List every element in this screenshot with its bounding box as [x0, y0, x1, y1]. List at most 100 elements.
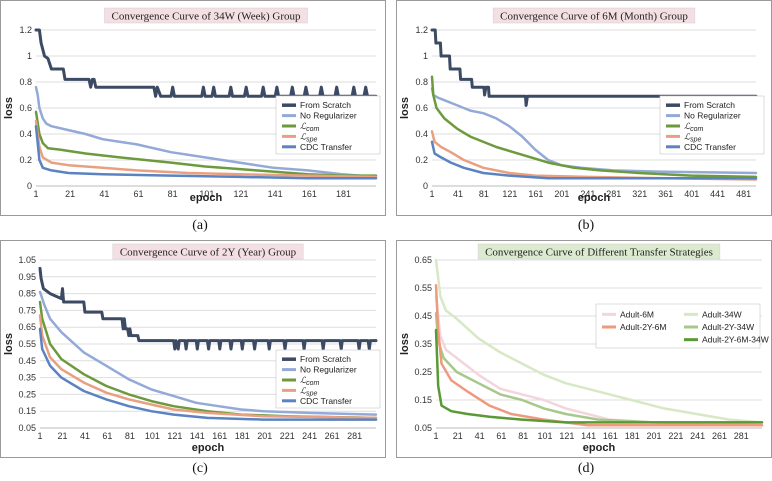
- legend-label-from-scratch: From Scratch: [300, 354, 351, 364]
- x-tick-label: 41: [99, 189, 109, 199]
- chart-d-svg: 0.050.150.250.350.450.550.651 21 41 61 81 101…: [396, 240, 772, 458]
- chart-title: Convergence Curve of 34W (Week) Group: [111, 11, 301, 23]
- x-tick-label: 1: [429, 189, 434, 199]
- y-tick-label: 0: [27, 181, 32, 191]
- y-tick-label: 0.05: [414, 423, 432, 433]
- series-line-cdc-transfer: [38, 327, 378, 421]
- series-line-no-regularizer: [38, 290, 378, 416]
- chart-c-svg: 0.05 0.15 0.25 0.35 0.45 0.55 0.65 0.75 0.85 0.95…: [0, 240, 386, 458]
- legend-label-l-spe: ℒspe: [684, 132, 702, 143]
- y-tick-label: 0.6: [19, 103, 32, 113]
- x-tick-label: 81: [479, 189, 489, 199]
- x-tick-label: 361: [658, 189, 673, 199]
- legend-label-no-regularizer: No Regularizer: [300, 365, 357, 375]
- x-tick-label: 101: [199, 189, 214, 199]
- chart-title-group: Convergence Curve of 34W (Week) Group: [104, 7, 308, 24]
- legend-label-from-scratch: From Scratch: [684, 100, 735, 110]
- series-line-adult-2y-34w: [434, 311, 764, 424]
- x-tick-label: 161: [528, 189, 543, 199]
- x-tick-label: 141: [581, 431, 596, 441]
- y-tick-label: 0.8: [19, 77, 32, 87]
- x-tick-label: 41: [475, 431, 485, 441]
- x-tick-label: 101: [145, 431, 160, 441]
- legend-label-l-com: ℒcom: [300, 122, 320, 133]
- legend-label-l-com: ℒcom: [684, 122, 704, 133]
- legend-label-adult-2y-34w: Adult-2Y-34W: [702, 322, 754, 332]
- x-tick-label: 241: [690, 431, 705, 441]
- series-line-l-spe: [34, 119, 378, 179]
- x-tick-label: 161: [603, 431, 618, 441]
- legend-label-adult-34w: Adult-34W: [702, 309, 742, 319]
- series-line-from-scratch: [430, 28, 758, 107]
- series-line-from-scratch: [38, 266, 378, 351]
- chart-title-background: [104, 7, 308, 24]
- y-tick-label: 0.85: [18, 289, 36, 299]
- series-line-l-spe: [38, 314, 378, 420]
- x-tick-label: 221: [668, 431, 683, 441]
- y-tick-label: 1: [423, 51, 428, 61]
- x-tick-label: 181: [235, 431, 250, 441]
- x-tick-label: 61: [102, 431, 112, 441]
- chart-panel-b: 0 0.2 0.4 0.6 0.8 1 1.2 1 41 81 121 161 201 241 281 321…: [396, 0, 772, 216]
- x-tick-label: 1: [33, 189, 38, 199]
- y-tick-label: 0.6: [415, 103, 428, 113]
- panel-border: [0, 240, 386, 458]
- chart-title-background: [112, 243, 304, 260]
- series-line-l-com: [430, 75, 758, 179]
- x-tick-label: 121: [559, 431, 574, 441]
- legend-label-from-scratch: From Scratch: [300, 100, 351, 110]
- x-tick-label: 81: [518, 431, 528, 441]
- series-line-adult-2y-6m-34w: [434, 328, 764, 424]
- x-tick-label: 141: [268, 189, 283, 199]
- chart-title-background: [492, 7, 696, 24]
- x-axis-label: epoch: [583, 442, 616, 454]
- chart-panel-d: 0.05 0.15 0.25 0.35 0.45 0.55 0.65 1 21 41 61 81 101…: [396, 240, 772, 458]
- x-tick-label: 281: [606, 189, 621, 199]
- x-tick-label: 481: [736, 189, 751, 199]
- series-line-no-regularizer: [34, 85, 378, 179]
- caption-c: (c): [192, 461, 208, 476]
- legend-label-adult-2y-6m-34w: Adult-2Y-6M-34W: [702, 335, 769, 345]
- x-tick-label: 101: [538, 431, 553, 441]
- legend-label-adult-6m: Adult-6M: [620, 309, 654, 319]
- series-line-l-com: [34, 110, 378, 177]
- y-axis-label: loss: [399, 97, 411, 119]
- y-tick-label: 0.25: [18, 389, 36, 399]
- x-tick-label: 201: [647, 431, 662, 441]
- y-axis-label: loss: [3, 333, 15, 355]
- y-tick-label: 0.65: [414, 255, 432, 265]
- legend-label-cdc-transfer: CDC Transfer: [300, 142, 352, 152]
- chart-title-group: Convergence Curve of 2Y (Year) Group: [112, 243, 304, 260]
- x-tick-label: 61: [496, 431, 506, 441]
- x-tick-label: 161: [302, 189, 317, 199]
- y-tick-label: 0.2: [415, 155, 428, 165]
- x-tick-label: 81: [168, 189, 178, 199]
- y-tick-label: 1.05: [18, 255, 36, 265]
- y-tick-label: 0.35: [414, 339, 432, 349]
- series-line-cdc-transfer: [34, 124, 378, 180]
- series-line-cdc-transfer: [430, 140, 758, 180]
- x-tick-label: 161: [212, 431, 227, 441]
- x-tick-label: 1: [433, 431, 438, 441]
- y-tick-label: 1: [27, 51, 32, 61]
- chart-title-group: Convergence Curve of Different Transfer …: [477, 243, 721, 260]
- x-tick-label: 261: [325, 431, 340, 441]
- y-tick-label: 0.55: [18, 339, 36, 349]
- chart-title: Convergence Curve of Different Transfer …: [485, 247, 713, 259]
- caption-a: (a): [192, 218, 208, 233]
- legend-label-no-regularizer: No Regularizer: [684, 111, 741, 121]
- y-tick-label: 0.15: [414, 395, 432, 405]
- caption-b: (b): [577, 218, 595, 233]
- x-tick-label: 21: [57, 431, 67, 441]
- y-tick-label: 0.4: [19, 129, 32, 139]
- y-tick-label: 0.8: [415, 77, 428, 87]
- x-tick-label: 241: [302, 431, 317, 441]
- x-tick-label: 121: [234, 189, 249, 199]
- x-tick-label: 141: [190, 431, 205, 441]
- x-tick-label: 401: [684, 189, 699, 199]
- legend-box: [595, 303, 761, 349]
- x-tick-label: 181: [625, 431, 640, 441]
- y-tick-label: 0.05: [18, 423, 36, 433]
- y-tick-label: 1.2: [19, 25, 32, 35]
